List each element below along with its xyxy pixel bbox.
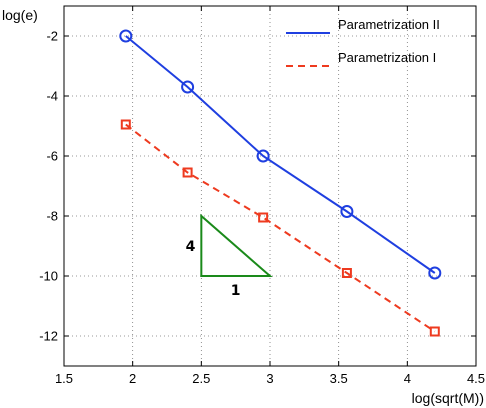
series-line <box>125 123 436 333</box>
data-point-circle <box>256 149 270 163</box>
slope-triangle: 41 <box>186 213 273 299</box>
y-tick-label: -6 <box>46 149 58 164</box>
x-tick-label: 4.5 <box>467 371 485 386</box>
legend-label: Parametrization II <box>338 17 440 32</box>
y-axis-label: log(e) <box>2 7 38 23</box>
data-point-circle <box>428 266 442 280</box>
slope-run-label: 1 <box>231 283 241 299</box>
y-tick-label: -10 <box>39 269 58 284</box>
y-tick-label: -4 <box>46 89 58 104</box>
slope-rise-label: 4 <box>186 239 196 255</box>
data-point-circle <box>181 80 195 94</box>
x-tick-label: 4 <box>404 371 411 386</box>
slope-triangle-shape <box>200 213 273 277</box>
series-parametrization-i <box>120 119 440 337</box>
x-axis-label: log(sqrt(M)) <box>412 390 484 406</box>
axis-ticks: 1.5 2 2.5 3 3.5 4 4.5 -2 -4 -6 -8 -10 -12 <box>39 6 485 386</box>
y-tick-label: -2 <box>46 29 58 44</box>
x-tick-label: 3.5 <box>330 371 348 386</box>
data-point-circle <box>340 205 354 218</box>
x-tick-label: 2.5 <box>192 371 210 386</box>
y-tick-label: -8 <box>46 209 58 224</box>
data-point-square <box>120 119 131 130</box>
data-point-square <box>341 268 352 278</box>
x-tick-label: 1.5 <box>55 371 73 386</box>
series-group <box>119 29 442 337</box>
series-parametrization-ii <box>119 29 442 280</box>
grid-lines <box>64 6 476 366</box>
legend-label: Parametrization I <box>338 50 436 65</box>
series-line <box>125 35 436 274</box>
y-tick-label: -12 <box>39 329 58 344</box>
legend: Parametrization II Parametrization I <box>286 17 440 67</box>
x-tick-label: 3 <box>266 371 273 386</box>
x-tick-label: 2 <box>129 371 136 386</box>
data-point-circle <box>119 29 133 43</box>
data-point-square <box>182 167 193 178</box>
data-point-square <box>429 326 440 337</box>
data-point-square <box>258 212 269 223</box>
